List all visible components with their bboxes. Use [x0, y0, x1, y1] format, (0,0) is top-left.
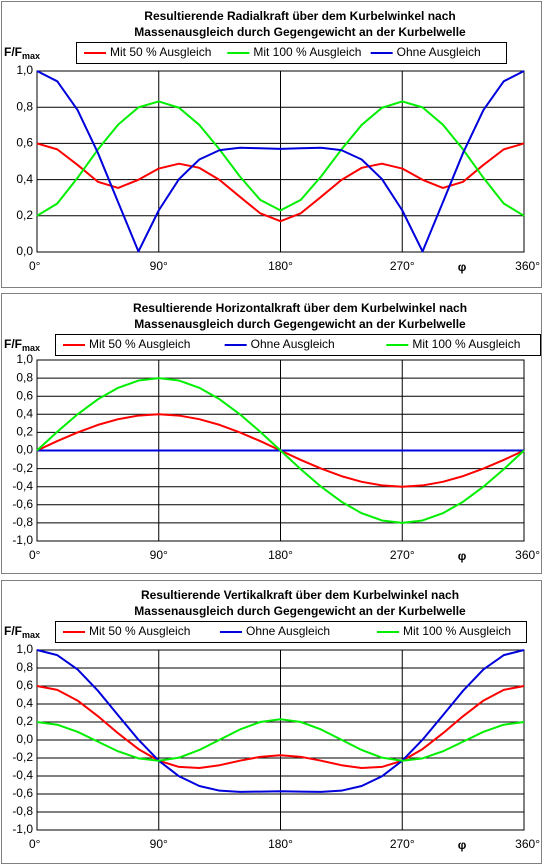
chart-panel: Resultierende Horizontalkraft über dem K…: [1, 293, 542, 574]
y-tick-label: 0,2: [16, 208, 33, 222]
legend-label: Mit 100 % Ausgleich: [253, 45, 361, 59]
chart-title: Massenausgleich durch Gegengewicht an de…: [134, 317, 466, 331]
legend-label: Ohne Ausgleich: [397, 45, 481, 59]
y-tick-label: 0,4: [16, 172, 33, 186]
y-tick-label: 0,6: [16, 388, 33, 402]
data-line: [36, 685, 525, 769]
y-tick-label: 1,0: [16, 642, 33, 656]
chart-title: Resultierende Horizontalkraft über dem K…: [133, 301, 467, 315]
x-axis-label: φ: [458, 838, 467, 852]
x-tick-label: 360°: [515, 837, 540, 851]
x-tick-label: 360°: [515, 548, 540, 562]
x-axis-label: φ: [458, 260, 467, 274]
legend-label: Mit 100 % Ausgleich: [403, 624, 511, 638]
y-tick-label: 0,6: [16, 136, 33, 150]
x-tick-label: 270°: [390, 259, 415, 273]
chart-title: Massenausgleich durch Gegengewicht an de…: [134, 25, 466, 39]
legend-label: Mit 50 % Ausgleich: [89, 337, 190, 351]
x-tick-label: 0°: [29, 259, 41, 273]
data-line: [36, 100, 525, 217]
y-tick-label: 0,8: [16, 370, 33, 384]
legend-label: Mit 50 % Ausgleich: [89, 624, 190, 638]
x-tick-label: 90°: [150, 548, 168, 562]
y-tick-label: 0,4: [16, 406, 33, 420]
legend-box: [55, 334, 541, 356]
y-tick-label: 0,0: [16, 244, 33, 258]
y-axis-label-main: F/F: [4, 337, 22, 351]
legend-label: Ohne Ausgleich: [246, 624, 330, 638]
x-tick-label: 180°: [268, 259, 293, 273]
x-tick-label: 270°: [390, 837, 415, 851]
chart-title: Massenausgleich durch Gegengewicht an de…: [134, 604, 466, 618]
legend-box: [55, 621, 527, 643]
x-tick-label: 0°: [29, 548, 41, 562]
y-tick-label: -0,4: [12, 479, 33, 493]
y-axis-label-sub: max: [22, 343, 40, 353]
y-axis-label: F/Fmax: [4, 337, 40, 353]
y-tick-label: 0,2: [16, 425, 33, 439]
plot-border: [36, 70, 525, 253]
y-tick-label: 0,4: [16, 696, 33, 710]
y-tick-label: -0,4: [12, 768, 33, 782]
y-tick-label: 1,0: [16, 63, 33, 77]
y-tick-label: -0,6: [12, 497, 33, 511]
y-axis-label: F/Fmax: [4, 624, 40, 640]
legend-label: Ohne Ausgleich: [251, 337, 335, 351]
y-axis-label-sub: max: [22, 630, 40, 640]
y-axis-label: F/Fmax: [4, 45, 40, 61]
legend-label: Mit 50 % Ausgleich: [110, 45, 211, 59]
x-axis-label: φ: [458, 549, 467, 563]
legend-box: [76, 42, 507, 64]
chart-panel: Resultierende Vertikalkraft über dem Kur…: [1, 580, 542, 864]
y-tick-label: 0,6: [16, 678, 33, 692]
x-tick-label: 270°: [390, 548, 415, 562]
y-tick-label: -1,0: [12, 533, 33, 547]
data-line: [36, 70, 525, 253]
chart-title: Resultierende Vertikalkraft über dem Kur…: [141, 588, 459, 602]
data-line: [36, 718, 525, 762]
y-tick-label: 0,0: [16, 732, 33, 746]
y-tick-label: -0,8: [12, 515, 33, 529]
chart-panel: Resultierende Radialkraft über dem Kurbe…: [1, 1, 542, 288]
y-tick-label: 1,0: [16, 352, 33, 366]
y-tick-label: -0,2: [12, 750, 33, 764]
x-tick-label: 180°: [268, 837, 293, 851]
y-tick-label: -0,2: [12, 461, 33, 475]
chart-title: Resultierende Radialkraft über dem Kurbe…: [144, 9, 455, 23]
y-axis-label-main: F/F: [4, 45, 22, 59]
x-tick-label: 90°: [150, 259, 168, 273]
x-tick-label: 90°: [150, 837, 168, 851]
data-line: [36, 649, 525, 793]
y-axis-label-sub: max: [22, 51, 40, 61]
y-tick-label: -1,0: [12, 822, 33, 836]
x-tick-label: 0°: [29, 837, 41, 851]
y-tick-label: -0,8: [12, 804, 33, 818]
y-tick-label: -0,6: [12, 786, 33, 800]
data-line: [36, 377, 525, 524]
y-tick-label: 0,0: [16, 443, 33, 457]
y-axis-label-main: F/F: [4, 624, 22, 638]
x-tick-label: 360°: [515, 259, 540, 273]
y-tick-label: 0,8: [16, 660, 33, 674]
plot-border: [36, 649, 525, 831]
y-tick-label: 0,8: [16, 99, 33, 113]
x-tick-label: 180°: [268, 548, 293, 562]
data-line: [36, 142, 525, 223]
y-tick-label: 0,2: [16, 714, 33, 728]
legend-label: Mit 100 % Ausgleich: [412, 337, 520, 351]
